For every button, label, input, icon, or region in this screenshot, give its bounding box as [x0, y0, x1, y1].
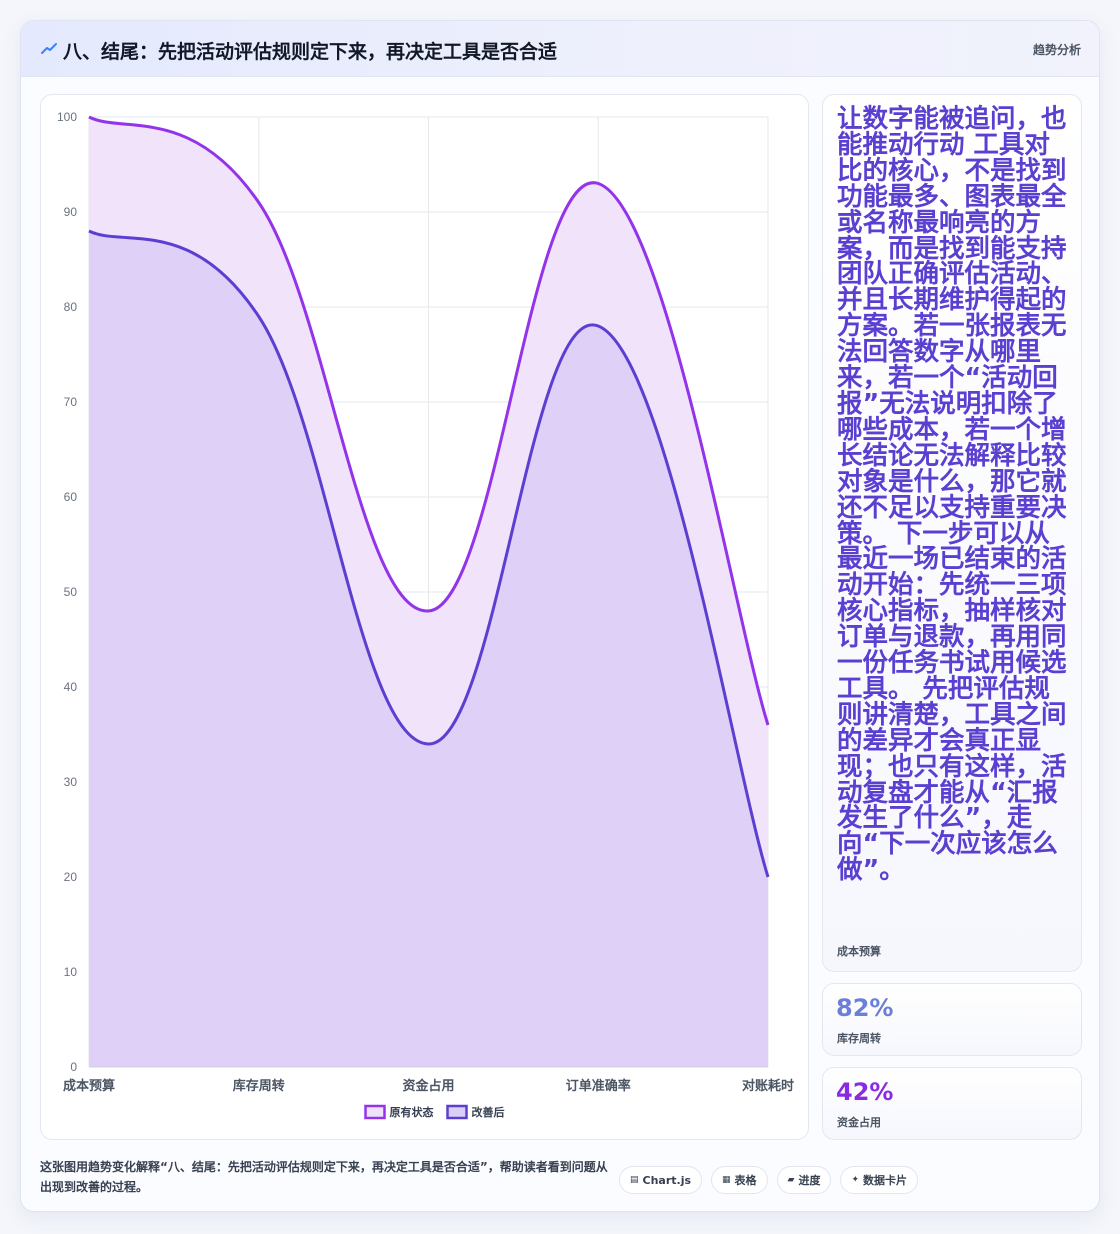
chip-label: 数据卡片 — [863, 1174, 908, 1187]
x-tick-label: 资金占用 — [402, 1078, 454, 1094]
summary-card: 让数字能被追问，也能推动行动 工具对比的核心，不是找到功能最多、图表最全或名称最… — [822, 94, 1082, 972]
y-tick-label: 80 — [64, 300, 78, 314]
y-tick-label: 0 — [70, 1060, 77, 1074]
legend-swatch — [364, 1104, 386, 1120]
summary-text: 让数字能被追问，也能推动行动 工具对比的核心，不是找到功能最多、图表最全或名称最… — [837, 104, 1067, 886]
report-card: 八、结尾：先把活动评估规则定下来，再决定工具是否合适 趋势分析 0 10 20 30 4… — [20, 20, 1100, 1212]
legend-label: 改善后 — [472, 1105, 505, 1119]
sparkle-icon: ✦ — [851, 1175, 860, 1185]
y-tick-label: 50 — [64, 585, 78, 599]
header-tag: 趋势分析 — [1032, 43, 1081, 57]
chip-table[interactable]: ▦ 表格 — [711, 1166, 768, 1194]
x-tick-label: 成本预算 — [63, 1078, 115, 1094]
chip-label: Chart.js — [642, 1173, 692, 1187]
series-area-1 — [89, 231, 768, 1067]
chip-label: 表格 — [734, 1174, 757, 1187]
y-tick-label: 70 — [64, 395, 78, 409]
y-tick-label: 100 — [57, 110, 77, 124]
metric-value: 82% — [836, 994, 894, 1022]
series-line-1 — [88, 229, 770, 878]
y-tick-label: 40 — [64, 680, 78, 694]
series-line-0 — [88, 115, 770, 726]
table-icon: ▦ — [722, 1175, 731, 1185]
metric-label: 资金占用 — [837, 1116, 881, 1129]
y-tick-label: 10 — [64, 965, 78, 979]
metric-card-capital: 42% 资金占用 — [822, 1067, 1082, 1140]
y-tick-label: 20 — [64, 870, 78, 884]
chip-row: ▤ Chart.js ▦ 表格 ▰ 进度 ✦ 数据卡片 — [619, 1166, 919, 1194]
chip-progress[interactable]: ▰ 进度 — [776, 1166, 832, 1194]
metric-card-inventory: 82% 库存周转 — [822, 983, 1082, 1056]
summary-label: 成本预算 — [837, 945, 881, 958]
trend-line-icon — [41, 43, 57, 54]
chart-panel: 0 10 20 30 40 50 60 70 80 90 100 成本预算 库存周转 资金占用 订单准确率 对… — [40, 94, 809, 1140]
chart-caption: 这张图用趋势变化解释“八、结尾：先把活动评估规则定下来，再决定工具是否合适”，帮… — [40, 1160, 608, 1194]
y-tick-label: 90 — [64, 205, 78, 219]
progress-icon: ▰ — [787, 1175, 795, 1185]
legend-swatch — [446, 1104, 468, 1120]
legend-label: 原有状态 — [390, 1105, 434, 1119]
y-tick-label: 30 — [64, 775, 78, 789]
metric-label: 库存周转 — [837, 1032, 881, 1045]
x-tick-label: 对账耗时 — [742, 1078, 794, 1094]
card-header: 八、结尾：先把活动评估规则定下来，再决定工具是否合适 趋势分析 — [21, 21, 1099, 77]
page-title: 八、结尾：先把活动评估规则定下来，再决定工具是否合适 — [63, 41, 558, 63]
area-chart: 0 10 20 30 40 50 60 70 80 90 100 成本预算 库存周转 资金占用 订单准确率 对… — [57, 110, 794, 1120]
chart-icon: ▤ — [630, 1175, 639, 1185]
y-tick-label: 60 — [64, 490, 78, 504]
chip-data-card[interactable]: ✦ 数据卡片 — [840, 1166, 919, 1194]
x-tick-label: 库存周转 — [233, 1078, 285, 1094]
chip-chartjs[interactable]: ▤ Chart.js — [619, 1166, 703, 1194]
metric-value: 42% — [836, 1078, 894, 1106]
x-tick-label: 订单准确率 — [566, 1078, 631, 1094]
chip-label: 进度 — [798, 1174, 821, 1187]
